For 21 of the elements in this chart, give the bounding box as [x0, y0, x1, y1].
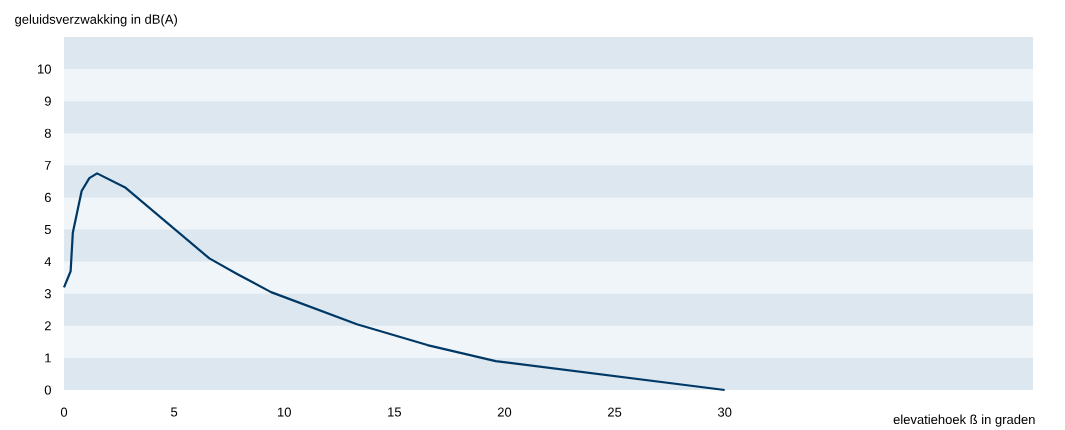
x-axis-title: elevatiehoek ß in graden — [893, 414, 1035, 427]
y-tick-label: 1 — [45, 353, 51, 363]
y-axis-title: geluidsverzwakking in dB(A) — [15, 14, 177, 27]
x-tick-label: 25 — [608, 407, 622, 417]
x-tick-label: 15 — [388, 407, 402, 417]
y-tick-label: 5 — [44, 225, 51, 235]
y-tick-label: 0 — [44, 385, 51, 395]
x-tick-label: 20 — [497, 407, 512, 417]
y-tick-label: 9 — [44, 96, 51, 106]
y-tick-label: 7 — [44, 160, 51, 170]
x-tick-label: 5 — [171, 407, 178, 417]
line-series — [62, 172, 726, 392]
x-tick-label: 10 — [278, 407, 291, 417]
y-tick-label: 3 — [44, 289, 51, 299]
y-tick-label: 6 — [44, 192, 51, 203]
y-tick-label: 4 — [44, 257, 52, 267]
y-tick-label: 10 — [38, 64, 51, 74]
x-tick-label: 0 — [60, 407, 68, 417]
x-tick-label: 30 — [717, 407, 732, 417]
y-tick-label: 8 — [44, 128, 51, 138]
y-tick-label: 2 — [44, 321, 51, 331]
